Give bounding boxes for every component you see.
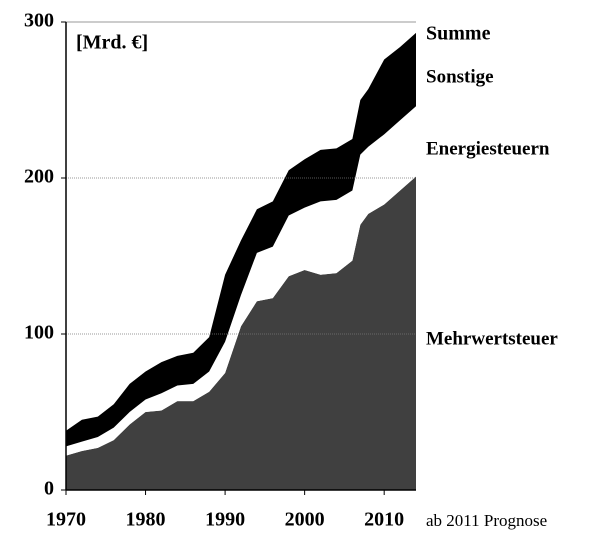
note: ab 2011 Prognose: [426, 511, 547, 530]
area: [66, 106, 416, 456]
x-tick-label: 1990: [205, 509, 245, 531]
y-tick-label: 200: [24, 166, 54, 188]
y-tick-label: 100: [24, 322, 54, 344]
total-label: Summe: [426, 23, 491, 45]
x-tick-label: 2000: [285, 509, 325, 531]
series-label: Energiesteuern: [426, 138, 550, 159]
x-tick-label: 1980: [126, 509, 166, 531]
area: [66, 32, 416, 447]
series-label: Sonstige: [426, 66, 494, 87]
unit-label: [Mrd. €]: [76, 32, 148, 54]
series-label: Mehrwertsteuer: [426, 328, 558, 349]
x-tick-label: 2010: [364, 509, 404, 531]
x-tick-label: 1970: [46, 509, 86, 531]
y-tick-label: 0: [44, 478, 54, 500]
area: [66, 176, 416, 490]
y-tick-label: 300: [24, 10, 54, 32]
